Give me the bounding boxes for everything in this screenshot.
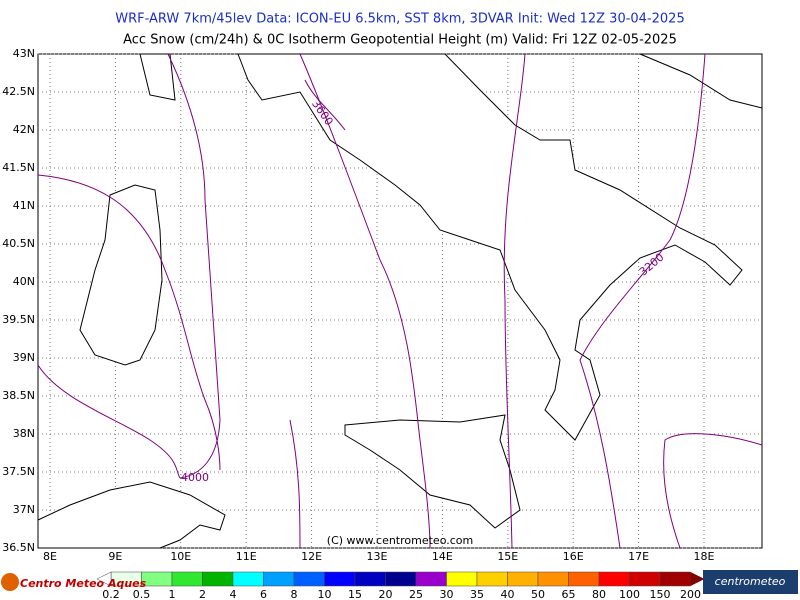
lon-label: 18E	[694, 550, 715, 563]
colorbar-label: 6	[260, 588, 267, 600]
colorbar-start	[96, 571, 112, 587]
colorbar-swatch	[171, 571, 203, 587]
lon-label: 11E	[236, 550, 257, 563]
colorbar-label: 25	[409, 588, 423, 600]
isotherm-contours	[37, 53, 763, 549]
colorbar-swatch	[537, 571, 569, 587]
colorbar-swatch	[202, 571, 234, 587]
lon-label: 14E	[432, 550, 453, 563]
coastlines	[37, 53, 763, 549]
left-logo-text: Centro Meteo Aques	[20, 577, 147, 590]
colorbar-swatch	[415, 571, 447, 587]
lon-label: 15E	[497, 550, 518, 563]
lat-label: 37N	[13, 503, 35, 516]
lat-label: 41.5N	[2, 161, 35, 174]
lat-label: 36.5N	[2, 541, 35, 554]
lat-label: 42N	[13, 123, 35, 136]
colorbar-swatch	[598, 571, 630, 587]
axis-labels: 43N 42.5N 42N 41.5N 41N 40.5N 40N 39.5N 39N 38.5N…	[2, 47, 714, 563]
colorbar-swatch	[629, 571, 661, 587]
colorbar-label: 1	[169, 588, 176, 600]
right-logo-box	[703, 570, 798, 594]
lon-label: 17E	[628, 550, 649, 563]
lat-label: 40N	[13, 275, 35, 288]
right-logo-text: centrometeo	[715, 575, 786, 588]
copyright: (C) www.centrometeo.com	[327, 534, 473, 547]
colorbar-swatch	[659, 571, 691, 587]
colorbar-label: 8	[291, 588, 298, 600]
lon-label: 13E	[367, 550, 388, 563]
colorbar-label: 200	[680, 588, 701, 600]
colorbar-label: 35	[470, 588, 484, 600]
colorbar-swatch	[446, 571, 478, 587]
colorbar-label: 65	[562, 588, 576, 600]
colorbar-label: 80	[592, 588, 606, 600]
lat-label: 43N	[13, 47, 35, 60]
colorbar-swatch	[507, 571, 539, 587]
colorbar-swatch	[263, 571, 295, 587]
colorbar-swatch	[476, 571, 508, 587]
colorbar-label: 20	[379, 588, 393, 600]
lat-label: 37.5N	[2, 465, 35, 478]
colorbar-swatch	[324, 571, 356, 587]
lat-label: 41N	[13, 199, 35, 212]
colorbar-label: 15	[348, 588, 362, 600]
colorbar-label: 50	[531, 588, 545, 600]
lat-label: 38.5N	[2, 389, 35, 402]
colorbar-label: 100	[619, 588, 640, 600]
colorbar-label: 40	[501, 588, 515, 600]
header-line2: Acc Snow (cm/24h) & 0C Isotherm Geopoten…	[123, 33, 677, 48]
colorbar-label: 0.2	[102, 588, 120, 600]
colorbar-swatch	[232, 571, 264, 587]
colorbar-label: 150	[650, 588, 671, 600]
colorbar-arrow	[690, 572, 705, 586]
lat-label: 42.5N	[2, 85, 35, 98]
lon-label: 10E	[170, 550, 191, 563]
colorbar-swatch	[568, 571, 600, 587]
colorbar-label: 30	[440, 588, 454, 600]
colorbar-label: 0.5	[133, 588, 151, 600]
colorbar-label: 4	[230, 588, 237, 600]
lat-label: 38N	[13, 427, 35, 440]
colorbar-label: 10	[318, 588, 332, 600]
lat-label: 39N	[13, 351, 35, 364]
lat-label: 40.5N	[2, 237, 35, 250]
colorbar-swatch	[293, 571, 325, 587]
colorbar-swatch	[354, 571, 386, 587]
colorbar-swatch	[385, 571, 417, 587]
colorbar-label: 2	[199, 588, 206, 600]
contour-label: 4000	[181, 471, 209, 484]
lon-label: 9E	[108, 550, 122, 563]
header-line1: WRF-ARW 7km/45lev Data: ICON-EU 6.5km, S…	[115, 12, 684, 27]
colorbar: 0.2 0.5 1 2 4 6 8 10 15 20 25 30 35 40 50 65 80 100 150 200	[96, 571, 705, 600]
lon-label: 8E	[43, 550, 57, 563]
lat-label: 39.5N	[2, 313, 35, 326]
lon-label: 12E	[301, 550, 322, 563]
lon-label: 16E	[563, 550, 584, 563]
left-logo-icon	[1, 573, 19, 591]
